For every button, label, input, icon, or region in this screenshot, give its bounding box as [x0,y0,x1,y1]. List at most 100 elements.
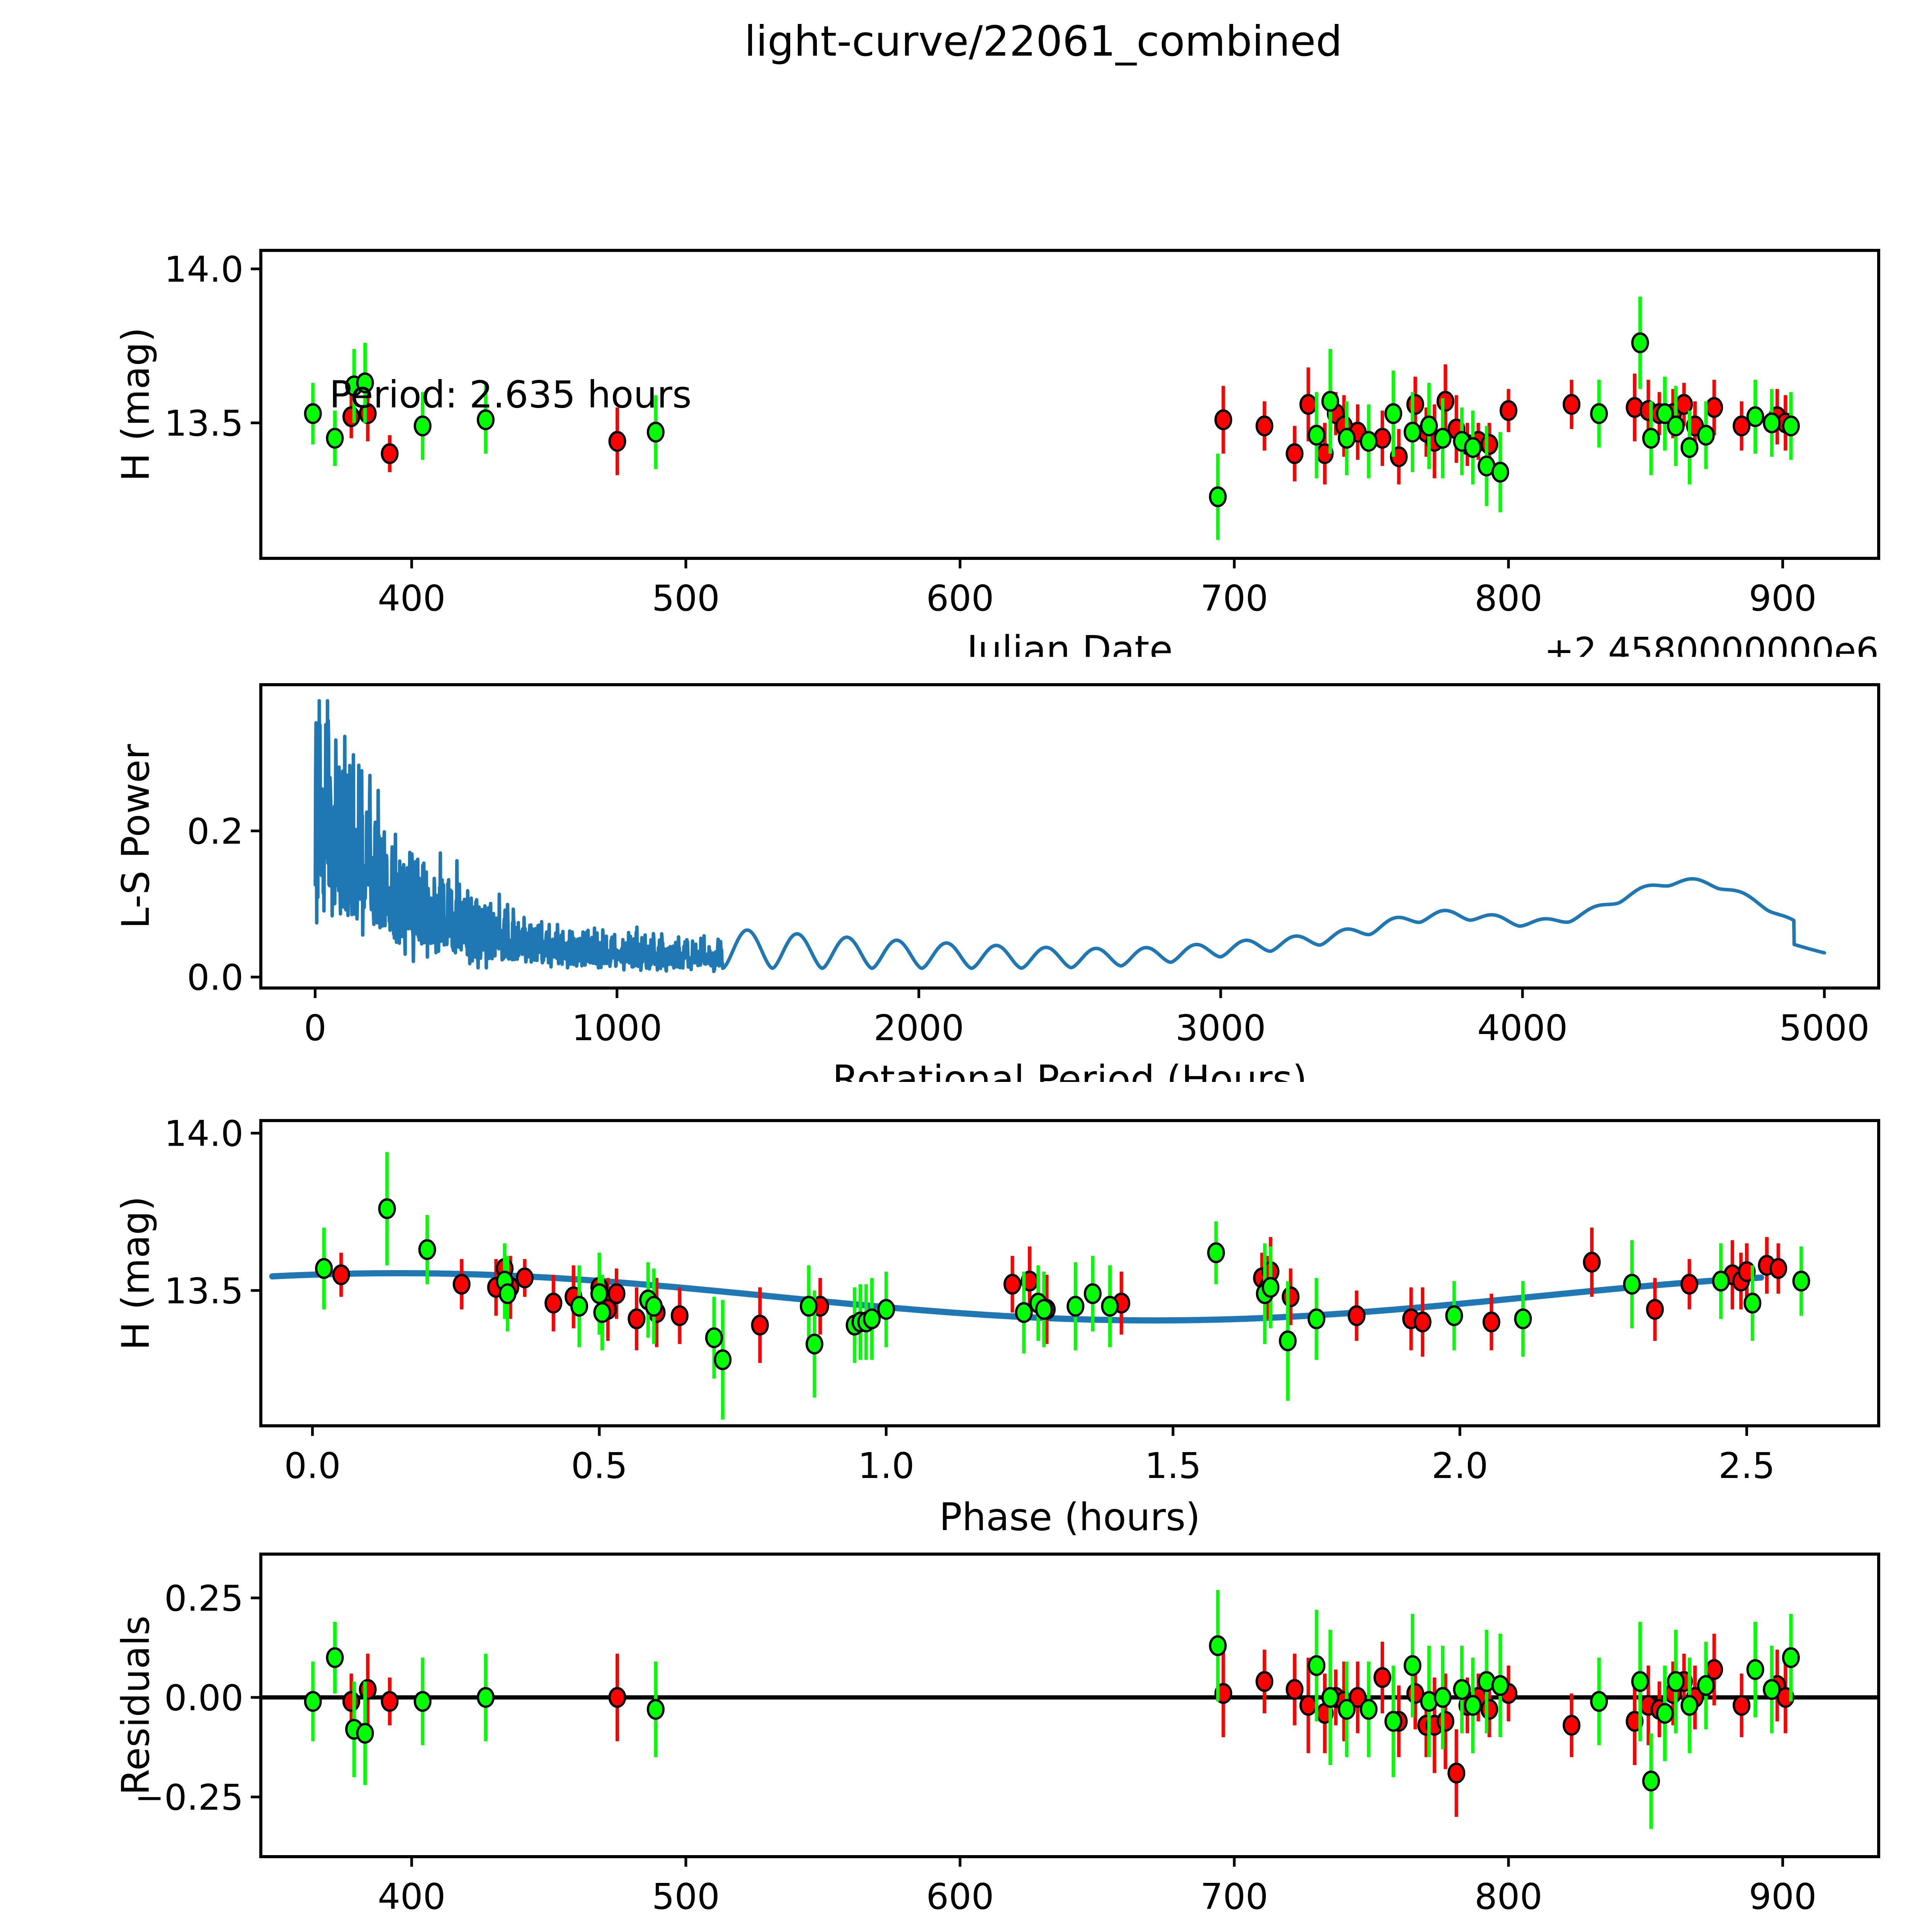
data-point [342,1691,361,1712]
data-point [1631,1671,1649,1692]
data-point [1642,1770,1660,1792]
data-point [381,443,399,464]
data-point [378,1198,396,1219]
x-tick-label: 700 [1200,1876,1268,1917]
x-tick-label: 0 [304,1007,327,1049]
data-point [645,1296,663,1317]
x-tick-label: 900 [1749,578,1817,619]
x-tick-label: 800 [1475,1876,1543,1917]
y-tick-label: 14.0 [164,249,243,290]
data-point [1642,428,1660,449]
y-tick-label: −0.25 [134,1777,243,1818]
data-point [1792,1270,1810,1292]
data-point [1583,1252,1601,1273]
data-point [452,1274,471,1295]
data-point [1491,461,1509,483]
data-point [1646,1299,1664,1320]
data-point [1680,1695,1699,1716]
data-point [1436,1711,1454,1732]
data-point [1255,415,1274,437]
periodogram-curve [313,699,1826,973]
data-point [1667,1671,1685,1692]
data-point [714,1349,732,1370]
data-point [1453,1679,1471,1700]
data-point [1403,1655,1422,1676]
x-axis-label: Phase (hours) [939,1495,1201,1539]
data-point [1308,1655,1326,1676]
data-point [1499,400,1517,421]
x-tick-label: 500 [652,1876,720,1917]
data-point [515,1267,534,1289]
data-point [607,1283,626,1304]
data-point [590,1283,609,1304]
data-point [332,1264,350,1286]
data-point [1214,409,1232,430]
data-point [1480,434,1498,455]
data-point [608,1687,626,1708]
data-point [1733,1695,1751,1716]
data-point [628,1308,646,1330]
data-point [1697,425,1715,446]
x-tick-label: 3000 [1175,1007,1266,1049]
data-point [1680,437,1699,458]
x-tick-label: 700 [1200,578,1268,619]
data-point [1514,1308,1532,1330]
data-point [1406,394,1424,415]
y-axis-label: H (mag) [114,1196,158,1350]
x-axis-label: Rotational Period (Hours) [832,1058,1307,1082]
data-point [646,1699,665,1720]
data-point [1733,415,1751,437]
data-point [1338,1699,1356,1720]
axes-frame [259,1553,1880,1858]
data-point [1563,394,1581,415]
x-tick-label: 400 [378,578,446,619]
x-tick-label: 600 [926,1876,994,1917]
data-point [863,1308,881,1330]
data-point [1782,1647,1800,1668]
data-point [1360,1699,1378,1720]
data-point [1282,1286,1300,1308]
data-point [413,1691,432,1712]
data-point [326,1647,344,1668]
x-tick-label: 1.5 [1145,1445,1201,1486]
y-tick-label: 14.0 [164,1113,243,1155]
data-point [359,1679,377,1700]
data-point [608,431,626,452]
data-point [1667,415,1685,437]
data-point [326,428,344,449]
x-axis-offset-text: +2.4580000000e6 [1544,630,1879,657]
data-point [1420,415,1438,437]
data-point [304,403,322,424]
data-point [1209,1635,1227,1656]
data-point [1434,428,1452,449]
data-point [646,422,665,443]
x-axis-label: Julian Date [964,1926,1173,1932]
panel-phased-lightcurve: 0.0 0.5 1.0 1.5 2.0 2.5 14.0 13.5 Phase (hours) H… [114,1113,1880,1539]
series-green-band [304,296,1800,540]
x-tick-label: 500 [652,578,720,619]
x-tick-label: 0.0 [284,1445,340,1486]
data-point [1373,1667,1391,1688]
data-point [1697,1675,1715,1696]
data-point [544,1293,563,1314]
data-point [1680,1274,1699,1295]
data-point [877,1299,895,1320]
data-point [1384,1711,1402,1732]
data-point [1464,437,1482,458]
data-point [1321,1687,1339,1708]
y-tick-label: 13.5 [164,1270,243,1312]
data-point [1712,1270,1730,1292]
data-point [1623,1274,1641,1295]
x-tick-label: 2.5 [1718,1445,1775,1486]
data-point [356,372,374,393]
x-tick-label: 0.5 [571,1445,628,1486]
data-point [1491,1675,1509,1696]
y-tick-label: 0.0 [187,957,243,998]
data-point [1307,1308,1325,1330]
data-point [1436,391,1454,412]
data-point [751,1315,769,1336]
data-point [476,1687,495,1708]
y-tick-label: 0.00 [164,1677,243,1719]
data-point [356,1723,374,1744]
data-point [1782,415,1800,437]
